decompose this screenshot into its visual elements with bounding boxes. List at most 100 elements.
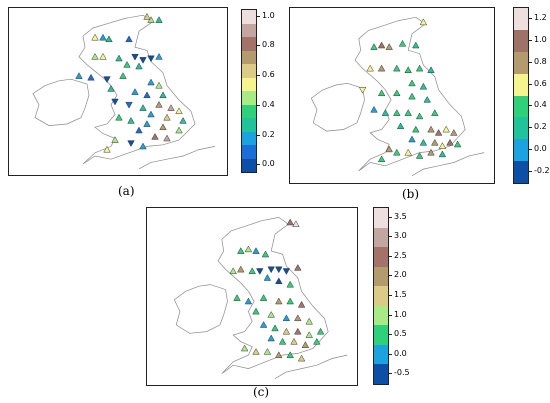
triangle-up-icon — [275, 277, 283, 285]
triangle-up-icon — [404, 66, 412, 73]
colorbar-c-segment — [374, 305, 388, 326]
colorbar-b-tick-label: 0.8 — [534, 56, 547, 66]
colorbar-b-tick-label: 1.2 — [534, 12, 547, 22]
triangle-up-icon — [155, 100, 163, 108]
triangle-up-icon — [167, 104, 175, 111]
triangle-up-icon — [404, 109, 412, 116]
colorbar-b-tickmark — [529, 149, 532, 151]
triangle-down-icon — [275, 266, 283, 274]
triangle-up-icon — [131, 88, 139, 95]
triangle-up-icon — [366, 64, 374, 72]
triangle-up-icon — [286, 280, 294, 288]
triangle-up-icon — [237, 247, 245, 254]
colorbar-c-segment — [374, 266, 388, 287]
coastline-france — [138, 146, 216, 170]
triangle-up-icon — [438, 150, 447, 158]
coastline-france — [411, 152, 485, 177]
triangle-up-icon — [415, 152, 424, 159]
triangle-up-icon — [111, 136, 119, 143]
triangle-up-icon — [275, 297, 283, 305]
colorbar-a-tick-label: 0.6 — [262, 70, 275, 80]
triangle-up-icon — [286, 218, 294, 226]
colorbar-a-segment — [242, 10, 256, 24]
coastline-great-britain — [217, 217, 329, 374]
triangle-up-icon — [163, 113, 171, 121]
colorbar-c-segment — [374, 364, 388, 384]
colorbar-a-segment — [242, 118, 256, 132]
colorbar-b-segment — [514, 51, 528, 74]
triangle-up-icon — [412, 125, 420, 133]
triangle-up-icon — [237, 265, 245, 273]
triangle-up-icon — [143, 120, 151, 127]
triangle-up-icon — [385, 145, 393, 153]
colorbar-b-tickmark — [529, 83, 532, 85]
colorbar-b-tickmark — [529, 61, 532, 63]
triangle-up-icon — [408, 79, 416, 87]
colorbar-a-segment — [242, 64, 256, 78]
triangle-up-icon — [404, 148, 412, 156]
caption-c: (c) — [253, 385, 270, 399]
triangle-up-icon — [286, 297, 294, 305]
triangle-up-icon — [370, 43, 378, 50]
triangle-up-icon — [252, 247, 260, 254]
triangle-up-icon — [393, 89, 401, 97]
colorbar-c — [373, 207, 389, 385]
triangle-up-icon — [87, 73, 95, 81]
triangle-up-icon — [267, 334, 275, 342]
colorbar-b-tickmark — [529, 105, 532, 107]
triangle-up-icon — [412, 41, 420, 49]
triangle-up-icon — [99, 33, 107, 41]
colorbar-c-tick-label: 3.0 — [394, 231, 407, 241]
colorbar-a-tick-label: 0.4 — [262, 99, 275, 109]
triangle-up-icon — [297, 354, 306, 362]
colorbar-c-tick-label: -0.5 — [394, 368, 410, 378]
colorbar-b-segment — [514, 139, 528, 162]
colorbar-b-tick-label: 0.2 — [534, 122, 547, 132]
triangle-up-icon — [434, 128, 443, 136]
colorbar-c-tickmark — [389, 373, 392, 375]
colorbar-b-segment — [514, 73, 528, 96]
triangle-up-icon — [244, 297, 253, 305]
triangle-down-icon — [127, 140, 135, 148]
colorbar-c-tick-label: 0.0 — [394, 348, 407, 358]
triangle-up-icon — [294, 327, 302, 335]
triangle-up-icon — [252, 347, 260, 355]
triangle-up-icon — [305, 317, 313, 325]
triangle-up-icon — [419, 18, 428, 26]
triangle-up-icon — [290, 337, 298, 345]
coastline-great-britain — [78, 14, 196, 165]
caption-b: (b) — [402, 187, 420, 201]
triangle-up-icon — [244, 245, 253, 253]
colorbar-a-segment — [242, 50, 256, 64]
triangle-up-icon — [431, 109, 439, 116]
triangle-down-icon — [103, 76, 111, 84]
colorbar-c-tickmark — [389, 275, 392, 277]
triangle-up-icon — [103, 145, 111, 153]
colorbar-c-tick-label: 3.5 — [394, 211, 407, 221]
colorbar-c-tickmark — [389, 334, 392, 336]
colorbar-c-tickmark — [389, 295, 392, 296]
colorbar-a-segment — [242, 104, 256, 118]
triangle-up-icon — [294, 263, 302, 271]
triangle-up-icon — [415, 64, 424, 72]
triangle-up-icon — [135, 62, 143, 70]
triangle-up-icon — [259, 294, 268, 301]
triangle-up-icon — [408, 135, 416, 143]
triangle-up-icon — [147, 110, 155, 118]
triangle-up-icon — [91, 33, 99, 41]
triangle-up-icon — [233, 294, 241, 301]
triangle-up-icon — [278, 337, 287, 345]
triangle-up-icon — [294, 314, 302, 322]
triangle-up-icon — [179, 116, 187, 124]
colorbar-a-segment — [242, 23, 256, 37]
triangle-up-icon — [115, 113, 123, 121]
coastline-ireland — [173, 284, 228, 334]
triangle-up-icon — [398, 39, 407, 47]
colorbar-c-segment — [374, 247, 388, 267]
triangle-down-icon — [267, 266, 275, 274]
triangle-up-icon — [275, 351, 283, 359]
coastline-great-britain — [354, 16, 466, 172]
triangle-up-icon — [419, 82, 428, 90]
triangle-up-icon — [292, 220, 300, 227]
triangle-up-icon — [107, 84, 115, 92]
